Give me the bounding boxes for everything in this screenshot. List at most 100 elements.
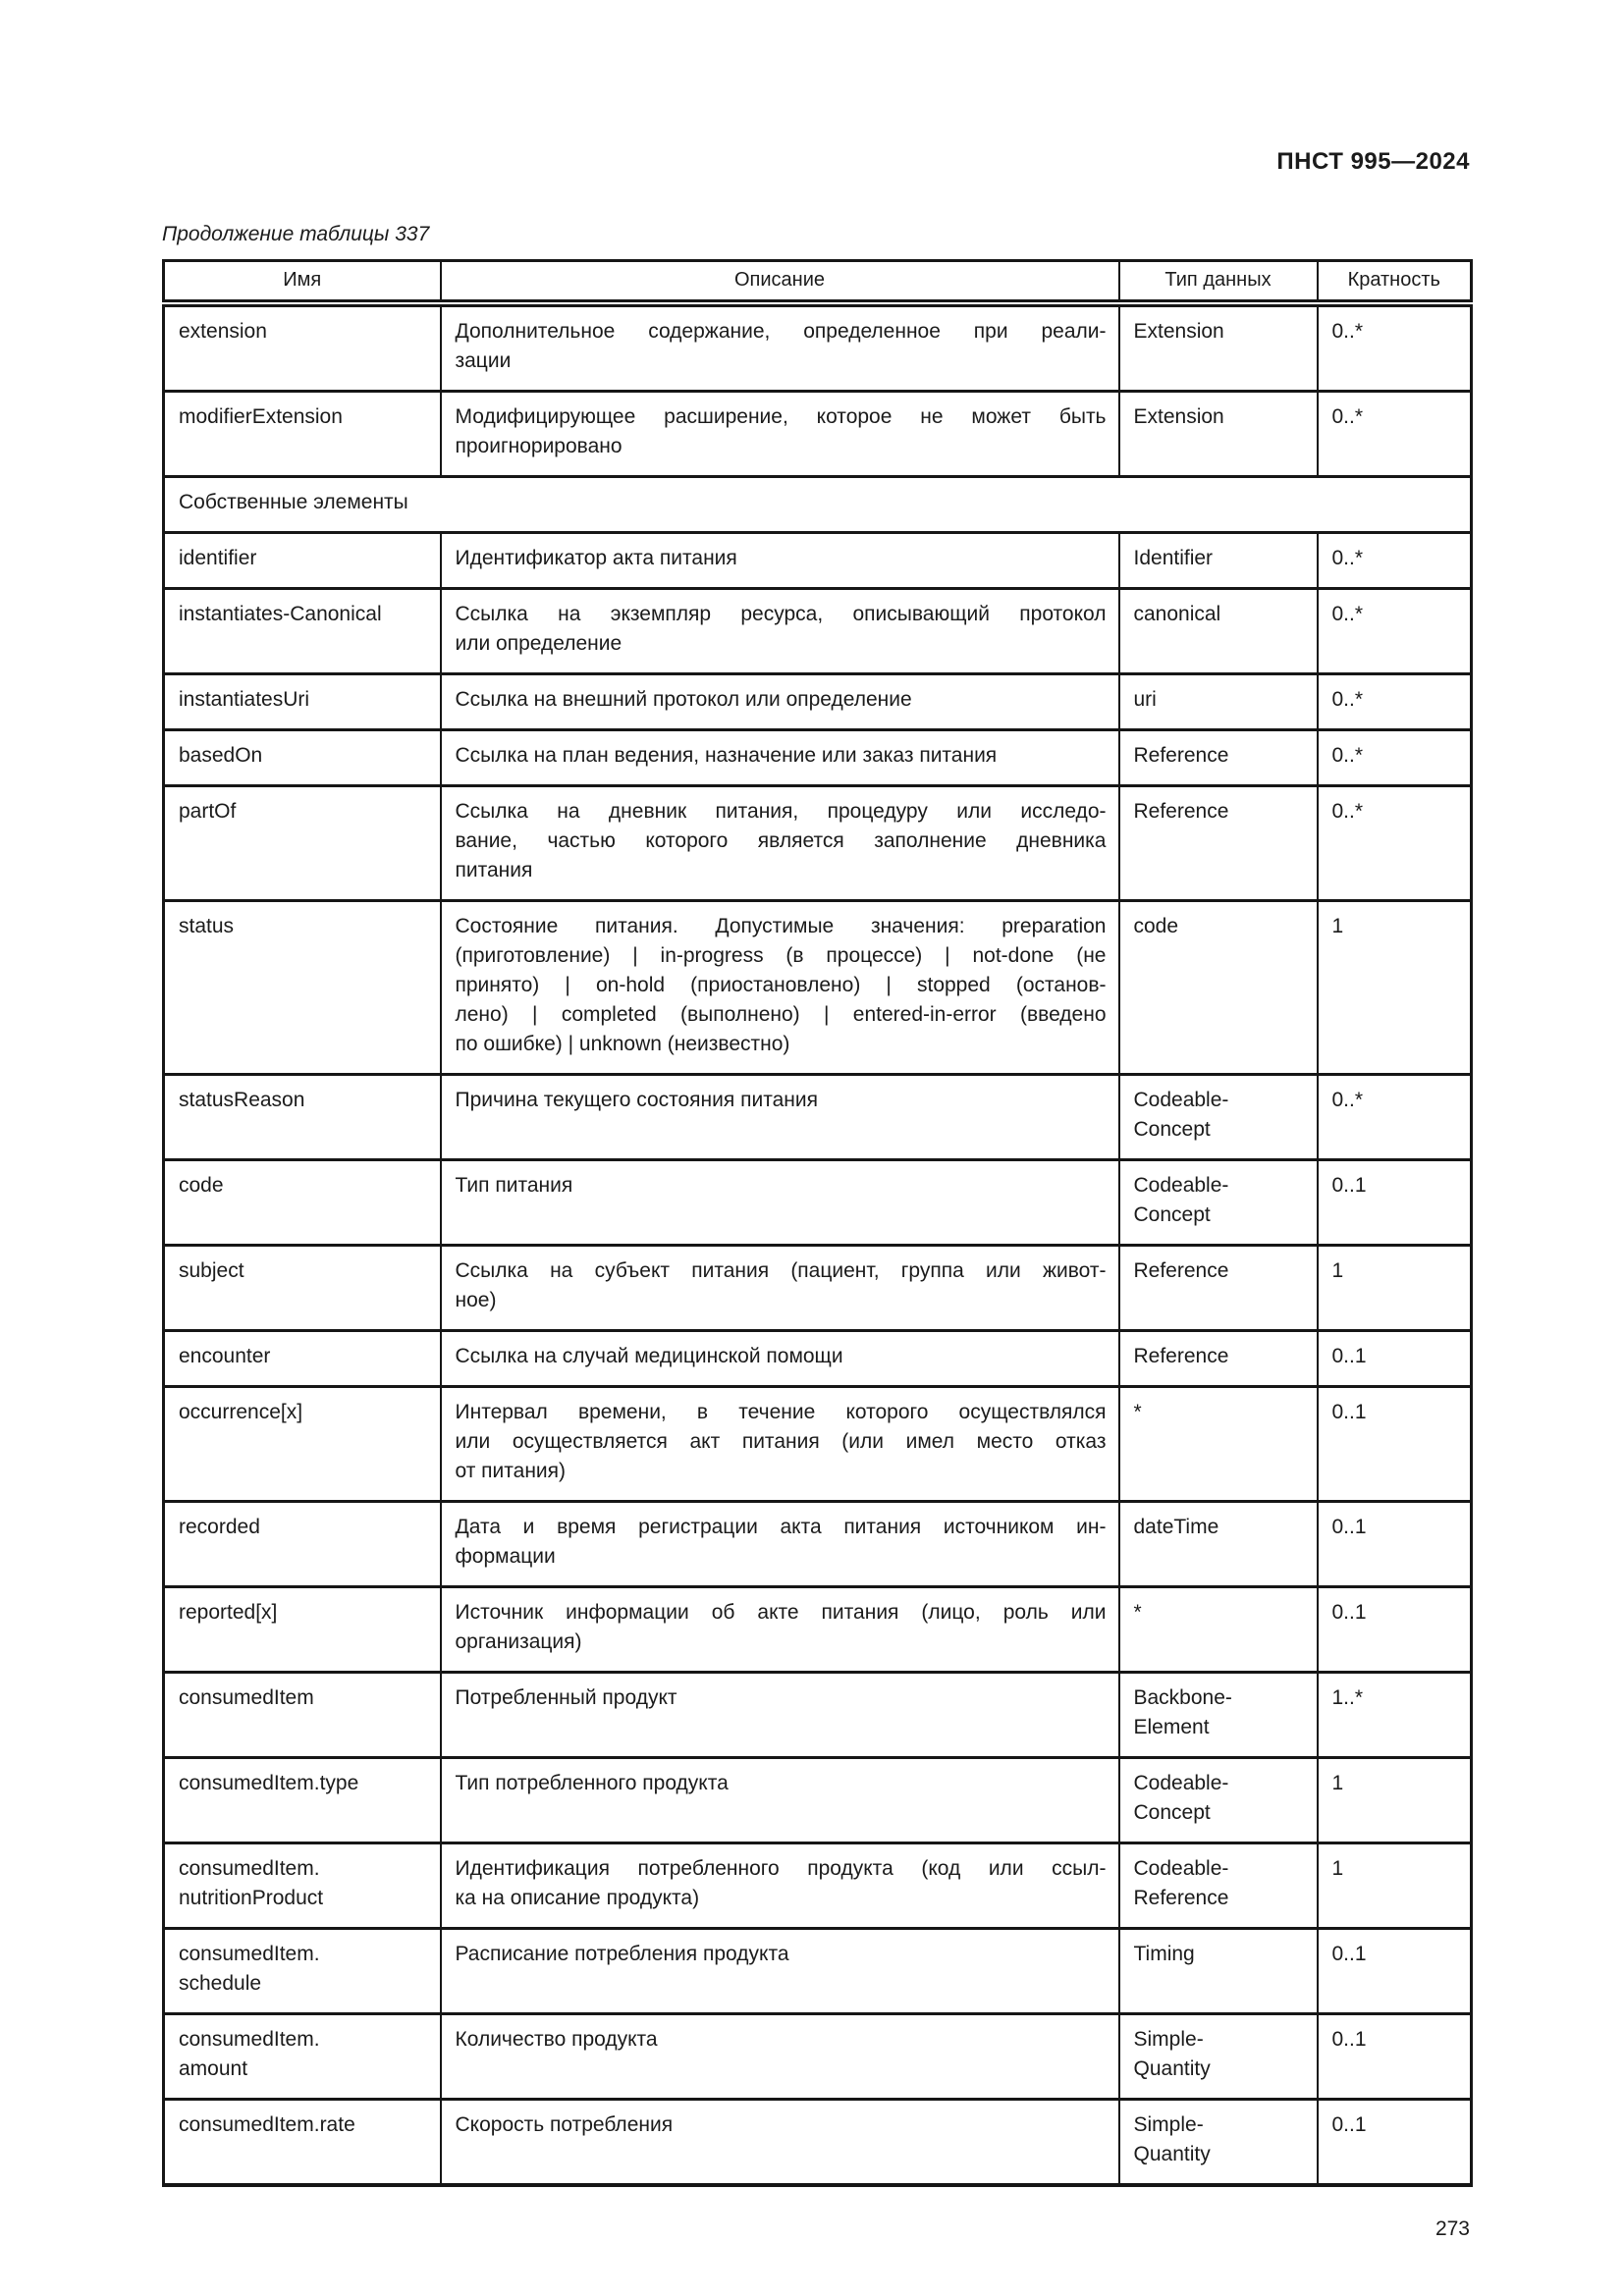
- cell-data-type: Codeable- Concept: [1117, 1158, 1318, 1246]
- table-row: consumedItem. schedule Расписание потребле…: [163, 1927, 1472, 2014]
- cell-element-name: reported[x]: [163, 1585, 441, 1673]
- table-caption: Продолжение таблицы 337: [162, 223, 430, 245]
- cell-cardinality: 0..*: [1316, 531, 1472, 589]
- cell-description: Ссылка на план ведения, назначение или з…: [439, 728, 1119, 786]
- cell-cardinality: 1..*: [1316, 1671, 1472, 1758]
- section-label: Собственные элементы: [163, 475, 1472, 533]
- table-row: consumedItem. amount Количество продукта Si…: [163, 2012, 1472, 2100]
- cell-cardinality: 0..*: [1316, 784, 1472, 901]
- cell-data-type: Simple- Quantity: [1117, 2098, 1318, 2185]
- cell-data-type: *: [1117, 1385, 1318, 1502]
- table-row: partOf Ссылка на дневник питания, процеду…: [163, 784, 1472, 901]
- cell-element-name: instantiatesUri: [163, 672, 441, 730]
- table-row: code Тип питания Codeable- Concept 0..1: [163, 1158, 1472, 1246]
- table-row: status Состояние питания. Допустимые знач…: [163, 899, 1472, 1075]
- table-row: instantiates-Canonical Ссылка на экземпля…: [163, 587, 1472, 674]
- cell-cardinality: 0..1: [1316, 2098, 1472, 2185]
- table-header-row: Имя Описание Тип данных Кратность: [163, 260, 1472, 307]
- cell-description: Тип потребленного продукта: [439, 1756, 1119, 1843]
- cell-description: Ссылка на субъект питания (пациент, груп…: [439, 1244, 1119, 1331]
- cell-element-name: consumedItem. amount: [163, 2012, 441, 2100]
- cell-data-type: *: [1117, 1585, 1318, 1673]
- cell-element-name: occurrence[x]: [163, 1385, 441, 1502]
- page-number: 273: [1435, 2217, 1470, 2240]
- cell-cardinality: 0..1: [1316, 1927, 1472, 2014]
- cell-data-type: Extension: [1117, 390, 1318, 477]
- cell-data-type: Codeable- Concept: [1117, 1756, 1318, 1843]
- cell-cardinality: 0..*: [1316, 672, 1472, 730]
- table-row: encounter Ссылка на случай медицинской по…: [163, 1329, 1472, 1387]
- cell-description: Причина текущего состояния питания: [439, 1073, 1119, 1160]
- cell-data-type: Extension: [1117, 301, 1318, 392]
- cell-description: Ссылка на случай медицинской помощи: [439, 1329, 1119, 1387]
- cell-cardinality: 0..*: [1316, 1073, 1472, 1160]
- cell-data-type: uri: [1117, 672, 1318, 730]
- cell-element-name: consumedItem.type: [163, 1756, 441, 1843]
- cell-element-name: statusReason: [163, 1073, 441, 1160]
- cell-description: Идентификация потребленного продукта (ко…: [439, 1842, 1119, 1929]
- cell-data-type: Timing: [1117, 1927, 1318, 2014]
- page-content: ПНСТ 995—2024 Продолжение таблицы 337 Им…: [162, 0, 1473, 2242]
- cell-cardinality: 0..*: [1316, 728, 1472, 786]
- cell-element-name: consumedItem: [163, 1671, 441, 1758]
- cell-cardinality: 1: [1316, 899, 1472, 1075]
- cell-description: Ссылка на дневник питания, процедуру или…: [439, 784, 1119, 901]
- table-row: instantiatesUri Ссылка на внешний протоко…: [163, 672, 1472, 730]
- cell-cardinality: 1: [1316, 1244, 1472, 1331]
- table-row: modifierExtension Модифицирующее расширен…: [163, 390, 1472, 477]
- cell-data-type: canonical: [1117, 587, 1318, 674]
- cell-description: Дата и время регистрации акта питания ис…: [439, 1500, 1119, 1587]
- column-header-cardinality: Кратность: [1316, 260, 1472, 307]
- cell-element-name: subject: [163, 1244, 441, 1331]
- table-337: Имя Описание Тип данных Кратность extens…: [162, 259, 1473, 2187]
- cell-description: Идентификатор акта питания: [439, 531, 1119, 589]
- section-row: Собственные элементы: [163, 475, 1472, 533]
- table-row: subject Ссылка на субъект питания (пациен…: [163, 1244, 1472, 1331]
- cell-data-type: Codeable- Reference: [1117, 1842, 1318, 1929]
- cell-cardinality: 0..*: [1316, 587, 1472, 674]
- cell-element-name: instantiates-Canonical: [163, 587, 441, 674]
- cell-data-type: Reference: [1117, 1244, 1318, 1331]
- cell-description: Источник информации об акте питания (лиц…: [439, 1585, 1119, 1673]
- cell-element-name: consumedItem. schedule: [163, 1927, 441, 2014]
- cell-cardinality: 1: [1316, 1756, 1472, 1843]
- cell-description: Ссылка на экземпляр ресурса, описывающий…: [439, 587, 1119, 674]
- table-row: extension Дополнительное содержание, опре…: [163, 301, 1472, 392]
- cell-cardinality: 0..*: [1316, 301, 1472, 392]
- standard-code-header: ПНСТ 995—2024: [1276, 148, 1470, 175]
- cell-data-type: Reference: [1117, 784, 1318, 901]
- cell-element-name: status: [163, 899, 441, 1075]
- cell-data-type: Reference: [1117, 1329, 1318, 1387]
- table-row: occurrence[x] Интервал времени, в течение…: [163, 1385, 1472, 1502]
- cell-cardinality: 0..1: [1316, 1329, 1472, 1387]
- table-row: statusReason Причина текущего состояния п…: [163, 1073, 1472, 1160]
- cell-cardinality: 0..*: [1316, 390, 1472, 477]
- cell-element-name: identifier: [163, 531, 441, 589]
- cell-element-name: basedOn: [163, 728, 441, 786]
- cell-element-name: consumedItem.rate: [163, 2098, 441, 2185]
- cell-description: Количество продукта: [439, 2012, 1119, 2100]
- cell-cardinality: 0..1: [1316, 2012, 1472, 2100]
- cell-data-type: Simple- Quantity: [1117, 2012, 1318, 2100]
- cell-element-name: encounter: [163, 1329, 441, 1387]
- table-row: consumedItem Потребленный продукт Backbone…: [163, 1671, 1472, 1758]
- cell-element-name: code: [163, 1158, 441, 1246]
- cell-data-type: Identifier: [1117, 531, 1318, 589]
- cell-description: Интервал времени, в течение которого осу…: [439, 1385, 1119, 1502]
- cell-data-type: Backbone- Element: [1117, 1671, 1318, 1758]
- table-row: consumedItem.rate Скорость потребления Sim…: [163, 2098, 1472, 2185]
- cell-data-type: Reference: [1117, 728, 1318, 786]
- column-header-name: Имя: [163, 260, 441, 307]
- cell-element-name: recorded: [163, 1500, 441, 1587]
- cell-data-type: dateTime: [1117, 1500, 1318, 1587]
- cell-data-type: code: [1117, 899, 1318, 1075]
- cell-cardinality: 0..1: [1316, 1158, 1472, 1246]
- cell-description: Дополнительное содержание, определенное …: [439, 301, 1119, 392]
- table-row: basedOn Ссылка на план ведения, назначени…: [163, 728, 1472, 786]
- cell-cardinality: 0..1: [1316, 1385, 1472, 1502]
- cell-cardinality: 1: [1316, 1842, 1472, 1929]
- table-row: consumedItem.type Тип потребленного проду…: [163, 1756, 1472, 1843]
- cell-description: Состояние питания. Допустимые значения: …: [439, 899, 1119, 1075]
- cell-description: Потребленный продукт: [439, 1671, 1119, 1758]
